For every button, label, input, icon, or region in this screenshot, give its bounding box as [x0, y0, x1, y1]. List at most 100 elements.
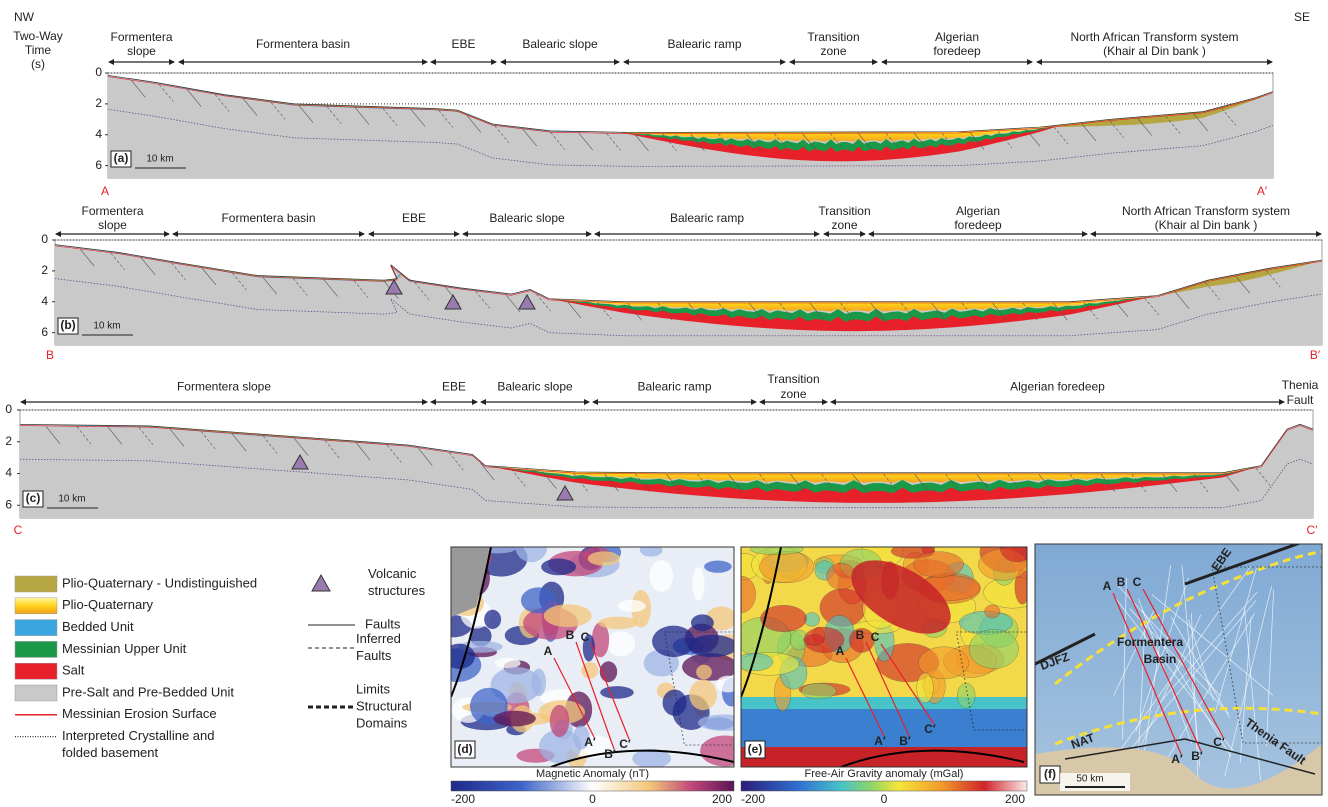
domain-label: Balearic ramp	[667, 37, 741, 51]
arrow-head	[830, 399, 836, 405]
map-label: C	[871, 630, 880, 644]
anomaly	[640, 543, 663, 556]
legend-swatch	[15, 598, 57, 614]
map-label: B	[1117, 575, 1126, 589]
domain-label: Formentera	[81, 204, 143, 218]
anomaly	[443, 644, 474, 669]
anomaly	[598, 617, 638, 630]
domain-label: Balearic slope	[489, 211, 565, 225]
anomaly	[969, 629, 1019, 668]
arrow-head	[614, 59, 620, 65]
arrow-head	[164, 231, 170, 237]
anomaly	[550, 705, 569, 737]
arrow-head	[594, 231, 600, 237]
legend-label: Inferred	[356, 631, 401, 646]
arrow-head	[1082, 231, 1088, 237]
arrow-head	[55, 231, 61, 237]
arrow-head	[759, 399, 765, 405]
legend-label: Structural	[356, 698, 412, 713]
depth-tick-label: 2	[95, 96, 102, 110]
high-gravity-band	[741, 747, 1027, 767]
anomaly	[913, 552, 963, 578]
legend-label: Salt	[62, 663, 85, 678]
panel-tag: (d)	[457, 742, 472, 756]
anomaly	[692, 567, 704, 601]
map-label: A′	[874, 734, 886, 748]
legend-label: structures	[368, 583, 426, 598]
legend-label: folded basement	[62, 745, 159, 760]
panel-tag: (f)	[1044, 767, 1056, 781]
arrow-head	[472, 399, 478, 405]
section-end: A′	[1257, 184, 1268, 198]
arrow-head	[860, 231, 866, 237]
arrow-head	[500, 59, 506, 65]
arrow-head	[872, 59, 878, 65]
colorbar-tick-label: 0	[881, 792, 888, 806]
anomaly	[985, 605, 1000, 618]
map-label: A	[1103, 579, 1112, 593]
anomaly	[652, 626, 695, 657]
figure: NWSETwo-WayTime(s)0246(a)10 kmAA′Forment…	[0, 0, 1328, 807]
arrow-head	[1090, 231, 1096, 237]
legend-label: Limits	[356, 681, 390, 696]
arrow-head	[430, 399, 436, 405]
legend-label: Domains	[356, 715, 408, 730]
section-start: A	[101, 184, 109, 198]
arrow-head	[586, 231, 592, 237]
domain-label: EBE	[442, 380, 466, 394]
section-end: B′	[1310, 348, 1321, 362]
domain-label: Formentera basin	[256, 37, 350, 51]
anomaly	[588, 551, 620, 565]
scale-bar-label: 10 km	[58, 494, 85, 505]
section-start: C	[14, 523, 23, 537]
arrow-head	[368, 231, 374, 237]
domain-label: (Khair al Din bank )	[1155, 218, 1258, 232]
cross-section	[55, 240, 1322, 345]
map-label: C	[1133, 575, 1142, 589]
arrow-head	[789, 59, 795, 65]
arrow-head	[462, 231, 468, 237]
anomaly	[716, 676, 739, 693]
scale-bar-label: 50 km	[1076, 774, 1103, 785]
legend-label: Volcanic	[368, 566, 417, 581]
orientation-left: NW	[14, 10, 35, 24]
map-label: B	[856, 628, 865, 642]
legend-label: Messinian Erosion Surface	[62, 706, 217, 721]
arrow-head	[1036, 59, 1042, 65]
arrow-head	[20, 399, 26, 405]
domain-label: Transition	[807, 30, 859, 44]
depth-tick-label: 6	[41, 325, 48, 339]
cross-section	[108, 73, 1273, 178]
domain-label: Formentera slope	[177, 380, 271, 394]
depth-tick-label: 0	[41, 232, 48, 246]
arrow-head	[623, 59, 629, 65]
scale-bar-label: 10 km	[146, 154, 173, 165]
depth-tick-label: 2	[5, 434, 12, 448]
arrow-head	[780, 59, 786, 65]
anomaly	[607, 631, 636, 656]
arrow-head	[108, 59, 114, 65]
map-label: Formentera	[1117, 635, 1183, 649]
axis-title: Two-Way	[13, 29, 63, 43]
arrow-head	[592, 399, 598, 405]
depth-tick-label: 6	[5, 497, 12, 511]
legend-label: Messinian Upper Unit	[62, 641, 187, 656]
domain-label: Algerian	[935, 30, 979, 44]
arrow-head	[1279, 399, 1285, 405]
arrow-head	[1316, 231, 1322, 237]
domain-label: Balearic slope	[497, 380, 573, 394]
domain-label: slope	[127, 44, 156, 58]
domain-label: EBE	[451, 37, 475, 51]
arrow-head	[1027, 59, 1033, 65]
domain-label: Formentera	[110, 30, 172, 44]
map-label: C′	[619, 737, 631, 751]
arrow-head	[814, 231, 820, 237]
domain-label: zone	[780, 387, 806, 401]
arrow-head	[422, 59, 428, 65]
arrow-head	[584, 399, 590, 405]
map-label: A	[544, 644, 553, 658]
colorbar-title: Free-Air Gravity anomaly (mGal)	[805, 768, 964, 780]
map-label: C	[581, 630, 590, 644]
arrow-head	[359, 231, 365, 237]
anomaly	[484, 610, 501, 629]
